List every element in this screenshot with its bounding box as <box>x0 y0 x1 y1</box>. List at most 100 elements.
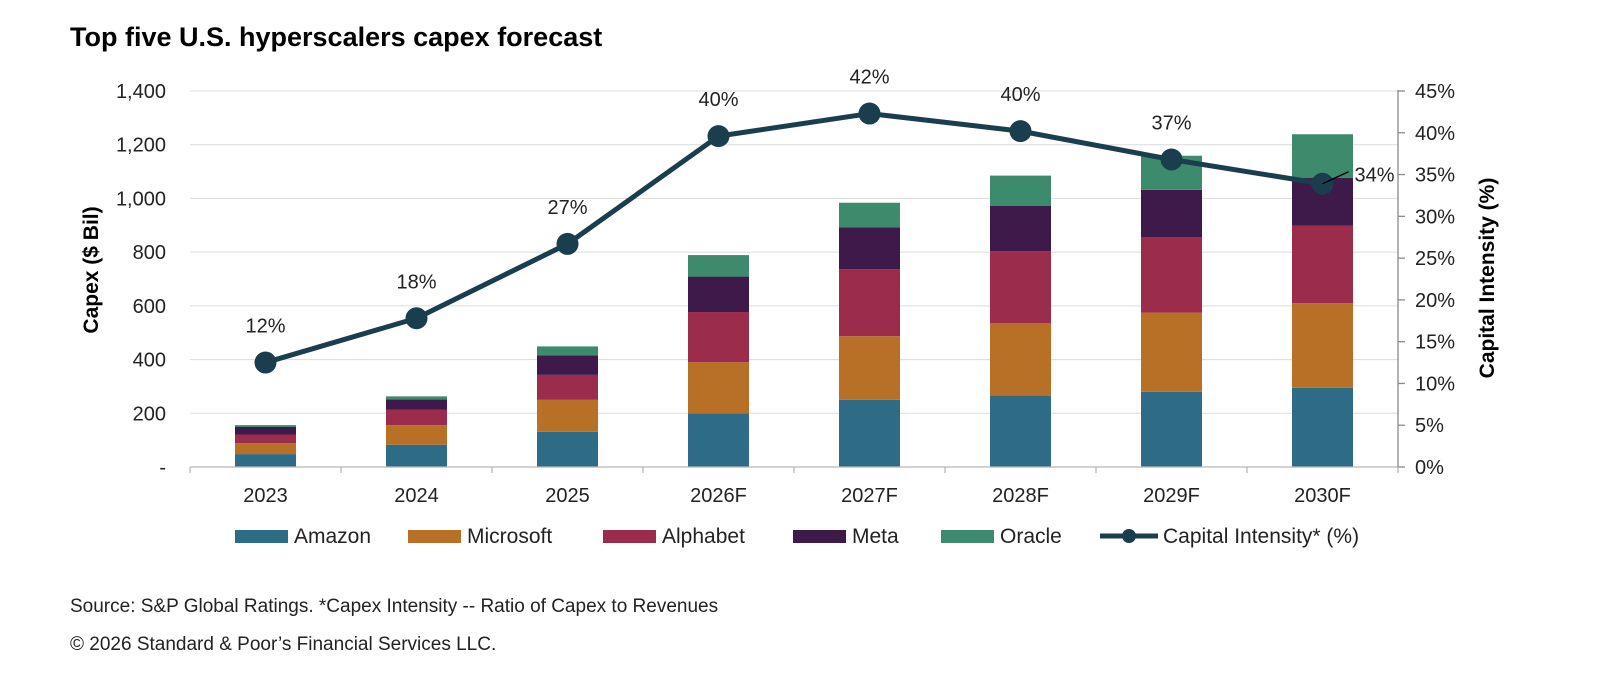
bar-meta-2029f <box>1141 189 1202 238</box>
legend-label: Capital Intensity* (%) <box>1163 525 1359 548</box>
bar-alphabet-2025 <box>537 374 598 400</box>
y2-axis-title: Capital Intensity (%) <box>1476 178 1499 379</box>
x-tick-label: 2028F <box>992 485 1049 507</box>
capital-intensity-point <box>556 232 579 255</box>
bar-microsoft-2030f <box>1292 303 1353 388</box>
bar-oracle-2025 <box>537 346 598 356</box>
y-tick-label: 400 <box>133 350 166 372</box>
capital-intensity-label: 34% <box>1355 165 1395 187</box>
gridlines <box>190 90 1398 414</box>
x-tick-label: 2023 <box>243 485 288 507</box>
y-tick-label: 600 <box>133 296 166 318</box>
stacked-bar-line-chart: - 200 400 600 800 1,000 1,200 1,400 0% 5% 10% 15% 20… <box>80 67 1499 548</box>
bar-microsoft-2029f <box>1141 312 1202 392</box>
x-tick-label: 2030F <box>1294 485 1351 507</box>
bar-alphabet-2024 <box>386 409 447 426</box>
legend-swatch-oracle <box>941 530 994 543</box>
bar-amazon-2029f <box>1141 391 1202 467</box>
bar-alphabet-2029f <box>1141 237 1202 313</box>
bar-alphabet-2027f <box>839 269 900 337</box>
bar-microsoft-2023 <box>235 443 296 455</box>
source-note: Source: S&P Global Ratings. *Capex Inten… <box>70 596 719 617</box>
y-tick-label: - <box>159 457 166 479</box>
y2-tick-label: 0% <box>1415 457 1444 479</box>
axes <box>190 90 1399 468</box>
bar-meta-2025 <box>537 355 598 375</box>
x-tick-label: 2024 <box>394 485 439 507</box>
legend-swatch-meta <box>793 530 846 543</box>
capital-intensity-point <box>707 125 730 148</box>
legend-marker-capital-intensity <box>1122 529 1136 543</box>
capital-intensity-label: 40% <box>698 89 738 111</box>
chart-title: Top five U.S. hyperscalers capex forecas… <box>70 22 603 52</box>
bar-amazon-2028f <box>990 395 1051 467</box>
capital-intensity-label: 18% <box>396 271 436 293</box>
capital-intensity-label: 42% <box>849 67 889 89</box>
capital-intensity-label: 37% <box>1151 113 1191 135</box>
y-tick-label: 200 <box>133 403 166 425</box>
y2-tick-label: 20% <box>1415 290 1455 312</box>
y-axis-title: Capex ($ Bil) <box>80 206 103 333</box>
bar-alphabet-2028f <box>990 251 1051 324</box>
bar-amazon-2024 <box>386 444 447 467</box>
y-tick-label: 1,000 <box>116 188 166 210</box>
y2-tick-label: 40% <box>1415 123 1455 145</box>
bar-amazon-2025 <box>537 431 598 467</box>
capital-intensity-line: 12% 18% 27% 40% 42% 40% 37% 34% <box>245 67 1395 374</box>
y2-tick-label: 30% <box>1415 206 1455 228</box>
label-leader-line <box>1322 171 1349 185</box>
legend-label: Microsoft <box>467 525 552 548</box>
bar-alphabet-2030f <box>1292 225 1353 304</box>
bar-stacks <box>235 134 1353 467</box>
bar-meta-2023 <box>235 426 296 435</box>
y-tick-label: 1,200 <box>116 135 166 157</box>
bar-oracle-2030f <box>1292 134 1353 179</box>
y2-tick-label: 10% <box>1415 373 1455 395</box>
bar-meta-2028f <box>990 205 1051 252</box>
legend-label: Amazon <box>294 525 371 548</box>
bar-amazon-2030f <box>1292 387 1353 467</box>
bar-microsoft-2026f <box>688 362 749 414</box>
bar-amazon-2026f <box>688 413 749 467</box>
y2-tick-label: 5% <box>1415 415 1444 437</box>
legend-label: Meta <box>852 525 899 548</box>
bar-meta-2024 <box>386 399 447 410</box>
bar-microsoft-2027f <box>839 336 900 400</box>
y2-tick-label: 25% <box>1415 248 1455 270</box>
y2-tick-label: 15% <box>1415 332 1455 354</box>
bar-microsoft-2025 <box>537 399 598 432</box>
legend-label: Alphabet <box>662 525 745 548</box>
bar-microsoft-2028f <box>990 323 1051 396</box>
y2-tick-label: 35% <box>1415 165 1455 187</box>
tick-labels: - 200 400 600 800 1,000 1,200 1,400 0% 5% 10% 15% 20… <box>116 81 1455 507</box>
bar-amazon-2023 <box>235 454 296 467</box>
bar-meta-2026f <box>688 276 749 313</box>
capital-intensity-point <box>1009 120 1032 143</box>
capital-intensity-label: 40% <box>1000 84 1040 106</box>
bar-alphabet-2026f <box>688 312 749 363</box>
bar-meta-2027f <box>839 227 900 270</box>
bar-oracle-2023 <box>235 425 296 427</box>
legend-label: Oracle <box>1000 525 1062 548</box>
capital-intensity-point <box>1160 148 1183 171</box>
bar-microsoft-2024 <box>386 425 447 445</box>
legend-swatch-microsoft <box>408 530 461 543</box>
bar-oracle-2027f <box>839 202 900 228</box>
legend-swatch-amazon <box>235 530 288 543</box>
bar-alphabet-2023 <box>235 434 296 444</box>
legend-swatch-alphabet <box>603 530 656 543</box>
x-tick-label: 2026F <box>690 485 747 507</box>
x-tick-label: 2027F <box>841 485 898 507</box>
y2-tick-label: 45% <box>1415 81 1455 103</box>
bar-amazon-2027f <box>839 399 900 467</box>
bar-oracle-2028f <box>990 175 1051 206</box>
x-tick-label: 2025 <box>545 485 590 507</box>
capital-intensity-point <box>858 102 881 125</box>
capital-intensity-point <box>254 351 277 374</box>
legend: Amazon Microsoft Alphabet Meta Oracle Capital… <box>235 525 1359 548</box>
capital-intensity-polyline <box>264 111 1323 365</box>
copyright-note: © 2026 Standard & Poor’s Financial Servi… <box>70 634 497 655</box>
capital-intensity-point <box>405 307 428 330</box>
x-tick-label: 2029F <box>1143 485 1200 507</box>
capital-intensity-label: 12% <box>245 316 285 338</box>
